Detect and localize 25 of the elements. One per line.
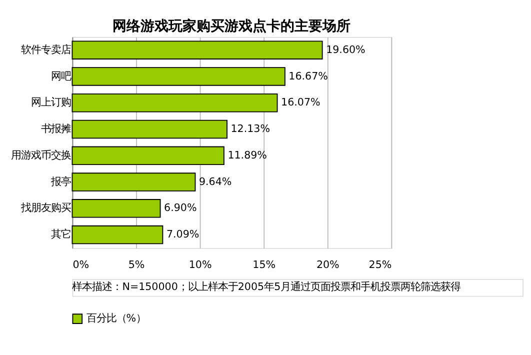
data-label: 16.07% — [281, 96, 321, 109]
data-label: 7.09% — [166, 228, 200, 241]
x-tick-label: 15% — [252, 259, 276, 272]
y-tick-label: 软件专卖店 — [20, 44, 71, 56]
y-tick-label: 其它 — [50, 228, 71, 241]
data-label: 6.90% — [164, 202, 197, 214]
data-label: 16.67% — [288, 70, 328, 82]
y-tick-label: 书报摊 — [40, 123, 71, 136]
y-tick-label: 网上订购 — [30, 96, 71, 109]
legend-label: 百分比（%） — [86, 312, 146, 325]
y-tick-label: 报亭 — [50, 176, 71, 188]
x-tick-label: 10% — [188, 259, 212, 272]
x-tick-label: 5% — [128, 259, 145, 272]
y-tick-label: 找朋友购买 — [20, 202, 71, 214]
data-label: 19.60% — [326, 44, 366, 56]
y-tick-label: 用游戏币交换 — [10, 149, 71, 162]
x-tick-label: 0% — [72, 259, 90, 272]
data-label: 9.64% — [198, 176, 232, 188]
text: 样本描述：N=150000；以上样本于2005年5月通过页面投票和手机投票两轮筛选获得 — [72, 281, 461, 294]
data-label: 11.89% — [228, 149, 268, 162]
chart-title: 网络游戏玩家购买游戏点卡的主要场所 — [112, 17, 351, 34]
x-tick-label: 25% — [368, 259, 392, 272]
data-label: 12.13% — [230, 123, 270, 136]
y-tick-label: 网吧 — [50, 70, 71, 82]
x-tick-label: 20% — [316, 259, 340, 272]
